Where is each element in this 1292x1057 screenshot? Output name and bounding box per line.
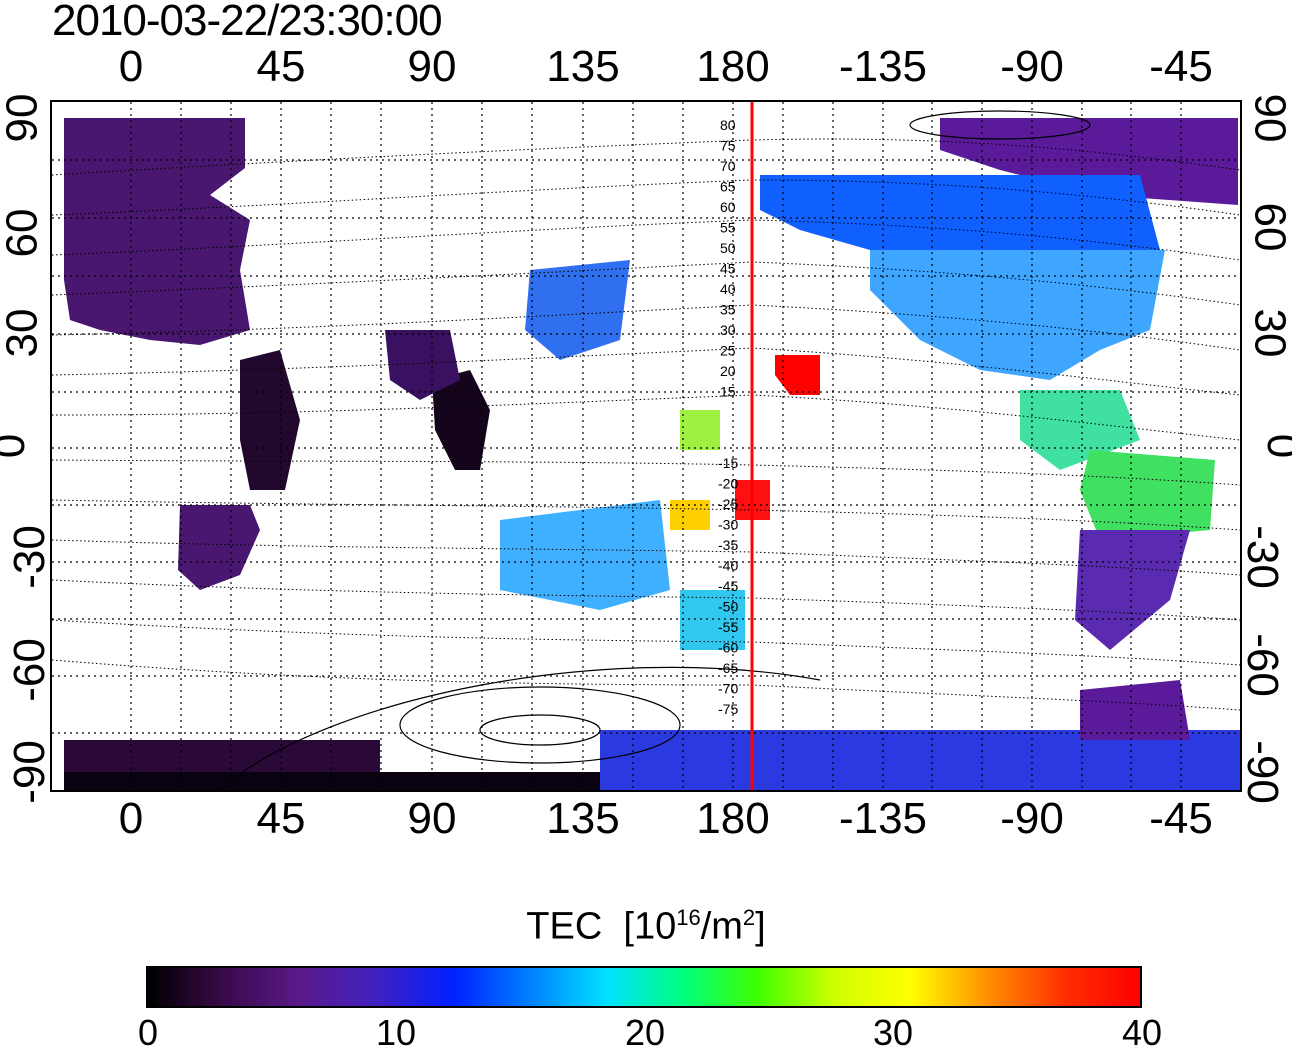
contour-label: 25 [720, 343, 736, 359]
x-tick-top: 180 [696, 42, 770, 91]
magnetic-contours [52, 138, 1240, 711]
colorbar-tick: 40 [1121, 1012, 1163, 1053]
tec-region-north-america [870, 250, 1165, 380]
contour-label: -20 [718, 476, 738, 492]
contour-label: 40 [720, 281, 736, 297]
tec-region-south-america [1075, 530, 1190, 650]
x-tick-bottom: -90 [1000, 794, 1064, 843]
colorbar-title-text: TEC [526, 905, 603, 948]
colorbar-tick: 10 [375, 1012, 417, 1053]
tec-region-antarctica-purple [1080, 680, 1190, 740]
x-tick-bottom: 135 [546, 794, 620, 843]
colorbar-unit-exp: 16 [676, 905, 701, 930]
contour-label: 15 [720, 384, 736, 400]
tec-region-arctic-canada [940, 118, 1238, 205]
contour-label: 30 [720, 322, 736, 338]
contour-label: 45 [720, 261, 736, 277]
tec-region-indochina-dark [432, 370, 490, 470]
colorbar-unit-prefix: [10 [623, 905, 677, 948]
tec-region-pacific-warm [670, 500, 710, 530]
x-tick-top: -90 [1000, 42, 1064, 91]
x-tick-bottom: -45 [1149, 794, 1213, 843]
colorbar-unit-mid: /m [700, 905, 743, 948]
contour-label: -15 [718, 455, 738, 471]
x-tick-bottom: 180 [696, 794, 770, 843]
x-tick-top: 90 [407, 42, 457, 91]
x-tick-bottom: 45 [256, 794, 306, 843]
tec-region-east-africa [240, 350, 300, 490]
contour-label: 75 [720, 138, 736, 154]
tec-region-hawaii-red [775, 355, 820, 395]
contour-label: 55 [720, 220, 736, 236]
contour-label: -75 [718, 701, 738, 717]
contour-label: 65 [720, 179, 736, 195]
contour-label: 50 [720, 240, 736, 256]
contour-label: 70 [720, 158, 736, 174]
tec-region-europe [64, 118, 250, 345]
x-tick-bottom: 90 [407, 794, 457, 843]
tec-region-new-zealand [680, 590, 745, 650]
tec-region-africa-south [178, 505, 260, 590]
map-frame [50, 100, 1242, 792]
contour-label: -30 [718, 517, 738, 533]
tec-region-pacific-green [680, 410, 720, 450]
x-tick-bottom: -135 [838, 794, 928, 843]
tec-region-antarctica-blue [600, 730, 1240, 790]
colorbar-unit-suffix: ] [755, 905, 766, 948]
colorbar-tick: 0 [137, 1012, 159, 1053]
contour-labels: 80 75 70 65 60 55 50 45 40 35 30 25 20 15 -15 -20 -25 -30… [718, 117, 738, 717]
x-tick-top: -45 [1149, 42, 1213, 91]
tec-map: 80 75 70 65 60 55 50 45 40 35 30 25 20 15 -15 -20 -25 -30… [52, 102, 1240, 790]
colorbar-tick: 30 [872, 1012, 914, 1053]
x-tick-top: 45 [256, 42, 306, 91]
tec-region-central-america [1020, 390, 1140, 470]
contour-label: -25 [718, 496, 738, 512]
colorbar [146, 966, 1142, 1008]
colorbar-unit-exp2: 2 [742, 905, 756, 930]
contour-label: -70 [718, 681, 738, 697]
x-tick-top: 135 [546, 42, 620, 91]
contour-label: 35 [720, 302, 736, 318]
contour-label: -35 [718, 537, 738, 553]
graticule [52, 102, 1240, 790]
x-tick-bottom: 0 [118, 794, 144, 843]
contour-label: 60 [720, 199, 736, 215]
timestamp-title: 2010-03-22/23:30:00 [52, 0, 443, 45]
tec-region-australia [500, 500, 670, 610]
contour-label: -65 [718, 660, 738, 676]
contour-label: -50 [718, 599, 738, 615]
colorbar-tick: 20 [624, 1012, 666, 1053]
south-pole-contours [219, 110, 1091, 790]
colorbar-title: TEC [1016/m2] [0, 905, 1292, 949]
contour-label: -55 [718, 619, 738, 635]
tec-region-antarctica-bottom [64, 772, 600, 790]
contour-label: -60 [718, 640, 738, 656]
x-tick-top: 0 [118, 42, 144, 91]
contour-label: -40 [718, 558, 738, 574]
contour-label: -45 [718, 578, 738, 594]
tec-data-regions [64, 118, 1240, 790]
contour-label: 80 [720, 117, 736, 133]
contour-label: 20 [720, 363, 736, 379]
x-tick-top: -135 [838, 42, 928, 91]
tec-region-india [385, 330, 460, 400]
tec-region-east-asia [525, 260, 630, 360]
